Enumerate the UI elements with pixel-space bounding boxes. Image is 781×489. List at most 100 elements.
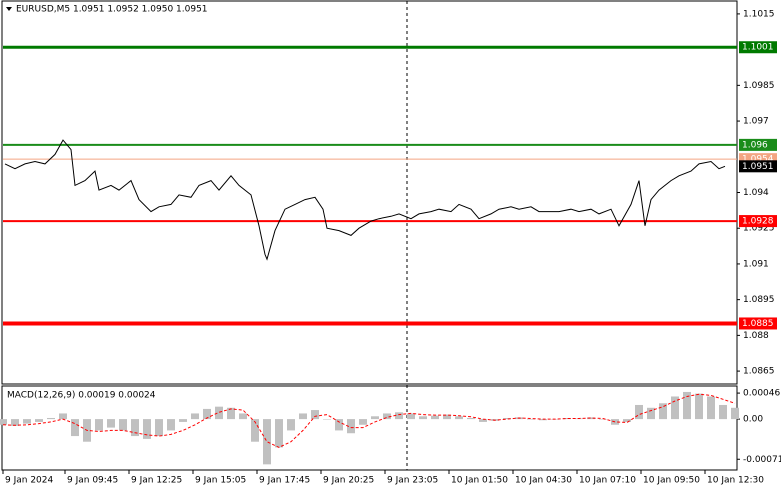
macd-bar — [323, 419, 331, 420]
y-tick-label: 1.0985 — [743, 81, 775, 91]
x-tick-label: 9 Jan 09:45 — [67, 476, 118, 486]
x-tick-label: 10 Jan 04:30 — [515, 476, 572, 486]
level-label: 1.0954 — [742, 155, 774, 165]
level-label: 1.096 — [742, 140, 768, 150]
macd-bar — [335, 419, 343, 431]
macd-bar — [119, 419, 127, 431]
macd-bar — [299, 413, 307, 420]
macd-bar — [251, 419, 259, 442]
macd-bar — [731, 407, 739, 420]
macd-bar — [695, 393, 703, 420]
macd-bar — [419, 416, 427, 420]
x-tick-label: 9 Jan 20:25 — [323, 476, 374, 486]
macd-bar — [155, 419, 163, 437]
macd-bar — [47, 417, 55, 420]
macd-bar — [179, 419, 187, 422]
y-tick-label: 1.088 — [743, 331, 769, 341]
level-label: 1.0885 — [742, 319, 774, 329]
x-tick-label: 9 Jan 12:25 — [131, 476, 182, 486]
x-tick-label: 9 Jan 15:05 — [195, 476, 246, 486]
y-tick-label: 0.00046 — [743, 389, 780, 399]
y-tick-label: 0.00 — [743, 415, 763, 425]
macd-bar — [359, 419, 367, 425]
macd-bar — [311, 410, 319, 420]
x-tick-label: 10 Jan 07:10 — [579, 476, 636, 486]
x-tick-label: 9 Jan 17:45 — [259, 476, 310, 486]
macd-bar — [647, 407, 655, 420]
macd-bar — [623, 419, 631, 422]
macd-bar — [479, 419, 487, 422]
macd-bar — [587, 417, 595, 420]
level-label-box — [739, 215, 777, 228]
y-tick-label: 1.091 — [743, 259, 769, 269]
y-tick-label: -0.00071 — [743, 455, 781, 465]
macd-bar — [35, 419, 43, 422]
last-price-box — [739, 160, 777, 173]
macd-bar — [599, 419, 607, 420]
macd-bar — [0, 419, 7, 425]
level-label: 1.0928 — [742, 217, 774, 227]
macd-bar — [467, 417, 475, 420]
macd-bar — [527, 419, 535, 420]
macd-bar — [707, 396, 715, 420]
macd-bar — [455, 416, 463, 420]
last-price-label: 1.0951 — [742, 162, 774, 172]
macd-bar — [407, 413, 415, 420]
macd-bar — [107, 419, 115, 428]
macd-bar — [659, 403, 667, 420]
main-frame — [1, 0, 738, 385]
macd-bar — [263, 419, 271, 465]
price-line — [4, 139, 726, 261]
macd-bar — [95, 419, 103, 431]
signal-line — [2, 393, 736, 448]
macd-bar — [191, 413, 199, 420]
macd-bar — [215, 406, 223, 420]
level-label: 1.1001 — [742, 43, 774, 53]
macd-bar — [347, 419, 355, 434]
y-tick-label: 1.094 — [743, 188, 769, 198]
y-tick-label: 1.1015 — [743, 9, 775, 19]
macd-bar — [671, 396, 679, 420]
macd-bar — [635, 404, 643, 420]
macd-frame — [1, 385, 738, 471]
level-label-box — [739, 41, 777, 54]
macd-bar — [203, 408, 211, 420]
level-label-box — [739, 138, 777, 151]
macd-bar — [11, 419, 19, 426]
macd-bar — [131, 419, 139, 437]
x-tick-label: 10 Jan 12:30 — [707, 476, 764, 486]
macd-bar — [143, 419, 151, 439]
y-tick-label: 1.0925 — [743, 224, 775, 234]
level-label-box — [739, 317, 777, 330]
x-tick-label: 10 Jan 01:50 — [451, 476, 508, 486]
macd-bar — [167, 419, 175, 431]
macd-bar — [275, 419, 283, 448]
macd-bar — [539, 419, 547, 421]
x-tick-label: 10 Jan 09:50 — [643, 476, 700, 486]
macd-bar — [383, 413, 391, 420]
macd-title: MACD(12,26,9) 0.00019 0.00024 — [7, 391, 156, 401]
macd-bar — [719, 404, 727, 420]
macd-bar — [371, 416, 379, 420]
macd-bar — [287, 419, 295, 431]
macd-bar — [503, 417, 511, 420]
menu-arrow — [6, 7, 12, 11]
macd-bar — [71, 419, 79, 437]
macd-bar — [563, 417, 571, 420]
macd-bar — [395, 412, 403, 420]
macd-bar — [59, 413, 67, 420]
chart-title: EURUSD,M5 1.0951 1.0952 1.0950 1.0951 — [16, 5, 208, 15]
y-tick-label: 1.0865 — [743, 367, 775, 377]
y-tick-label: 1.0895 — [743, 295, 775, 305]
macd-bar — [23, 419, 31, 424]
macd-bar — [683, 391, 691, 420]
x-tick-label: 9 Jan 2024 — [5, 476, 53, 486]
macd-bar — [239, 413, 247, 420]
macd-bar — [227, 407, 235, 420]
macd-bar — [431, 415, 439, 420]
x-tick-label: 9 Jan 23:05 — [387, 476, 438, 486]
macd-bar — [443, 414, 451, 420]
y-tick-label: 1.097 — [743, 117, 769, 127]
